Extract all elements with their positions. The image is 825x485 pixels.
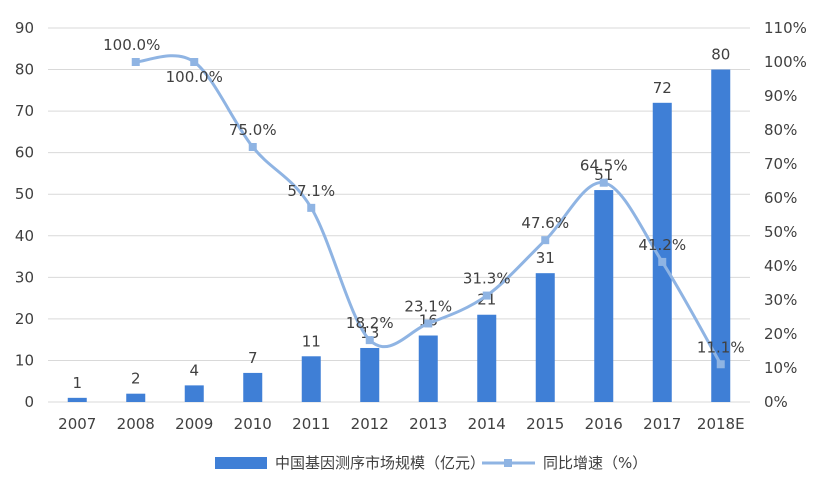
- right-axis-tick-label: 40%: [764, 257, 797, 275]
- line-series: [131, 54, 725, 369]
- bar-2015: [535, 273, 555, 402]
- left-axis: 0 10 20 30 40 50 60 70 80 90: [15, 19, 34, 411]
- bar-2009: [184, 385, 204, 402]
- line-label-2009: 100.0%: [166, 68, 223, 86]
- bar-2010: [243, 372, 263, 402]
- line-label-2008: 100.0%: [103, 36, 160, 54]
- x-tick-label-2012: 2012: [351, 415, 389, 433]
- bar-2017: [652, 102, 672, 403]
- bar-label-2015: 31: [536, 249, 555, 267]
- right-axis-tick-label: 70%: [764, 155, 797, 173]
- bar-2007: [67, 397, 87, 402]
- left-axis-tick-label: 40: [15, 227, 34, 245]
- x-tick-label-2017: 2017: [643, 415, 681, 433]
- left-axis-tick-label: 30: [15, 268, 34, 286]
- line-point-2013: [424, 319, 433, 328]
- x-tick-label-2008: 2008: [117, 415, 155, 433]
- legend-line-marker: [504, 459, 512, 467]
- line-point-2009: [190, 58, 199, 66]
- line-point-2010: [248, 143, 257, 151]
- line-point-2008: [131, 58, 140, 66]
- bar-2012: [360, 347, 380, 402]
- line-label-2014: 31.3%: [463, 270, 511, 288]
- bar-2011: [301, 356, 321, 402]
- x-tick-label-2016: 2016: [585, 415, 623, 433]
- legend: 中国基因测序市场规模（亿元） 同比增速（%）: [215, 454, 647, 472]
- line-data-labels: 100.0% 100.0% 75.0% 57.1% 18.2% 23.1% 31.3% 47.…: [103, 36, 744, 356]
- left-axis-tick-label: 10: [15, 351, 34, 369]
- left-axis-tick-label: 70: [15, 102, 34, 120]
- left-axis-tick-label: 0: [24, 393, 34, 411]
- right-axis-tick-label: 100%: [764, 53, 807, 71]
- line-label-2017: 41.2%: [638, 236, 686, 254]
- line-point-2015: [541, 236, 550, 245]
- x-tick-label-2015: 2015: [526, 415, 564, 433]
- line-label-2016: 64.5%: [580, 157, 628, 175]
- right-axis-tick-label: 0%: [764, 393, 788, 411]
- bar-label-2009: 4: [189, 361, 199, 379]
- legend-line-label: 同比增速（%）: [543, 454, 647, 472]
- x-tick-label-2014: 2014: [468, 415, 506, 433]
- line-label-2015: 47.6%: [521, 214, 569, 232]
- bar-label-2010: 7: [248, 349, 258, 367]
- x-tick-label-2009: 2009: [175, 415, 213, 433]
- bar-series: [67, 69, 731, 403]
- right-axis-tick-label: 80%: [764, 121, 797, 139]
- line-point-2016: [599, 178, 608, 187]
- bar-label-2016: 51: [594, 166, 613, 184]
- line-label-2012: 18.2%: [346, 314, 394, 332]
- gridlines: [48, 27, 750, 403]
- line-label-2018E: 11.1%: [697, 338, 745, 356]
- bar-label-2007: 1: [72, 374, 82, 392]
- line-label-2010: 75.0%: [229, 121, 277, 139]
- legend-bar-label: 中国基因测序市场规模（亿元）: [275, 454, 485, 472]
- right-axis-tick-label: 90%: [764, 87, 797, 105]
- left-axis-tick-label: 90: [15, 19, 34, 37]
- left-axis-tick-label: 60: [15, 144, 34, 162]
- line-point-2018E: [716, 360, 725, 369]
- line-point-2012: [365, 336, 374, 345]
- x-axis: 2007 2008 2009 2010 2011 2012 2013 2014 2015 2016…: [58, 415, 744, 433]
- left-axis-tick-label: 20: [15, 310, 34, 328]
- right-axis-tick-label: 110%: [764, 19, 807, 37]
- left-axis-tick-label: 80: [15, 61, 34, 79]
- x-tick-label-2018E: 2018E: [697, 415, 745, 433]
- line-point-2014: [482, 291, 491, 300]
- bar-label-2012: 13: [360, 324, 379, 342]
- bar-label-2014: 21: [477, 291, 496, 309]
- right-axis-tick-label: 50%: [764, 223, 797, 241]
- left-axis-tick-label: 50: [15, 185, 34, 203]
- bar-label-2017: 72: [653, 79, 672, 97]
- x-tick-label-2010: 2010: [234, 415, 272, 433]
- right-axis-tick-label: 30%: [764, 291, 797, 309]
- line-point-2011: [307, 203, 316, 212]
- legend-bar-swatch: [215, 457, 267, 469]
- x-tick-label-2013: 2013: [409, 415, 447, 433]
- right-axis-tick-label: 10%: [764, 359, 797, 377]
- bar-2016: [594, 190, 614, 402]
- bar-2014: [477, 314, 497, 402]
- bar-label-2011: 11: [302, 332, 321, 350]
- bar-2018E: [711, 69, 731, 403]
- x-tick-label-2007: 2007: [58, 415, 96, 433]
- line-label-2011: 57.1%: [287, 182, 335, 200]
- right-axis-tick-label: 20%: [764, 325, 797, 343]
- x-tick-label-2011: 2011: [292, 415, 330, 433]
- right-axis: 0% 10% 20% 30% 40% 50% 60% 70% 80% 90% 100% 110%: [764, 19, 807, 411]
- bar-data-labels: 12471113162131517280: [72, 46, 730, 392]
- bar-label-2018E: 80: [711, 46, 730, 64]
- line-label-2013: 23.1%: [404, 297, 452, 315]
- line-point-2017: [658, 257, 667, 266]
- bar-2008: [126, 393, 146, 402]
- bar-label-2008: 2: [131, 370, 141, 388]
- right-axis-tick-label: 60%: [764, 189, 797, 207]
- bar-2013: [418, 335, 438, 402]
